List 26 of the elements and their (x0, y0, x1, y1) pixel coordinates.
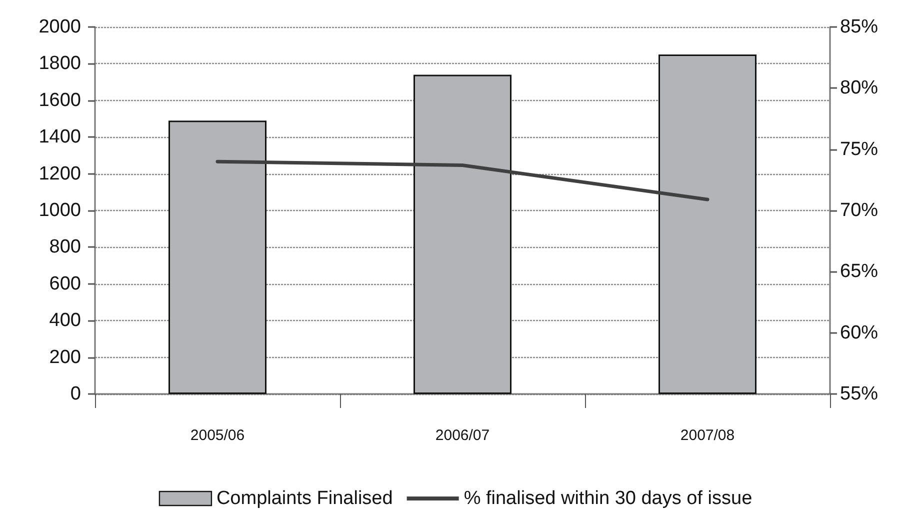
legend-label: % finalised within 30 days of issue (464, 488, 752, 509)
y-tick-label: 0 (70, 384, 81, 404)
y-tick-label: 200 (49, 346, 81, 368)
x-tick-label: 2006/07 (435, 427, 490, 444)
y2-tick-label: 65% (840, 261, 878, 282)
y-tick-label: 1200 (38, 163, 81, 184)
y2-tick-label: 55% (840, 384, 878, 404)
x-tick-label: 2007/08 (680, 427, 735, 444)
y2-tick-label: 75% (840, 138, 878, 160)
y-tick-label: 800 (49, 236, 81, 258)
y-tick-label: 1000 (38, 200, 81, 221)
y-tick-label: 1600 (38, 90, 81, 111)
y-tick-label: 400 (49, 310, 81, 332)
y-tick-label: 1800 (38, 53, 81, 74)
y-tick-label: 600 (49, 273, 81, 294)
bar (168, 120, 266, 394)
y2-tick-label: 70% (840, 200, 878, 221)
y2-tick-label: 60% (840, 322, 878, 344)
y-tick-label: 2000 (38, 16, 81, 38)
legend-label: Complaints Finalised (216, 488, 393, 509)
y-tick-label: 1400 (38, 126, 81, 148)
y2-tick-label: 85% (840, 16, 878, 38)
bar (414, 74, 512, 394)
bar (658, 54, 756, 394)
x-tick-label: 2005/06 (190, 427, 245, 444)
y2-tick-label: 80% (840, 78, 878, 99)
